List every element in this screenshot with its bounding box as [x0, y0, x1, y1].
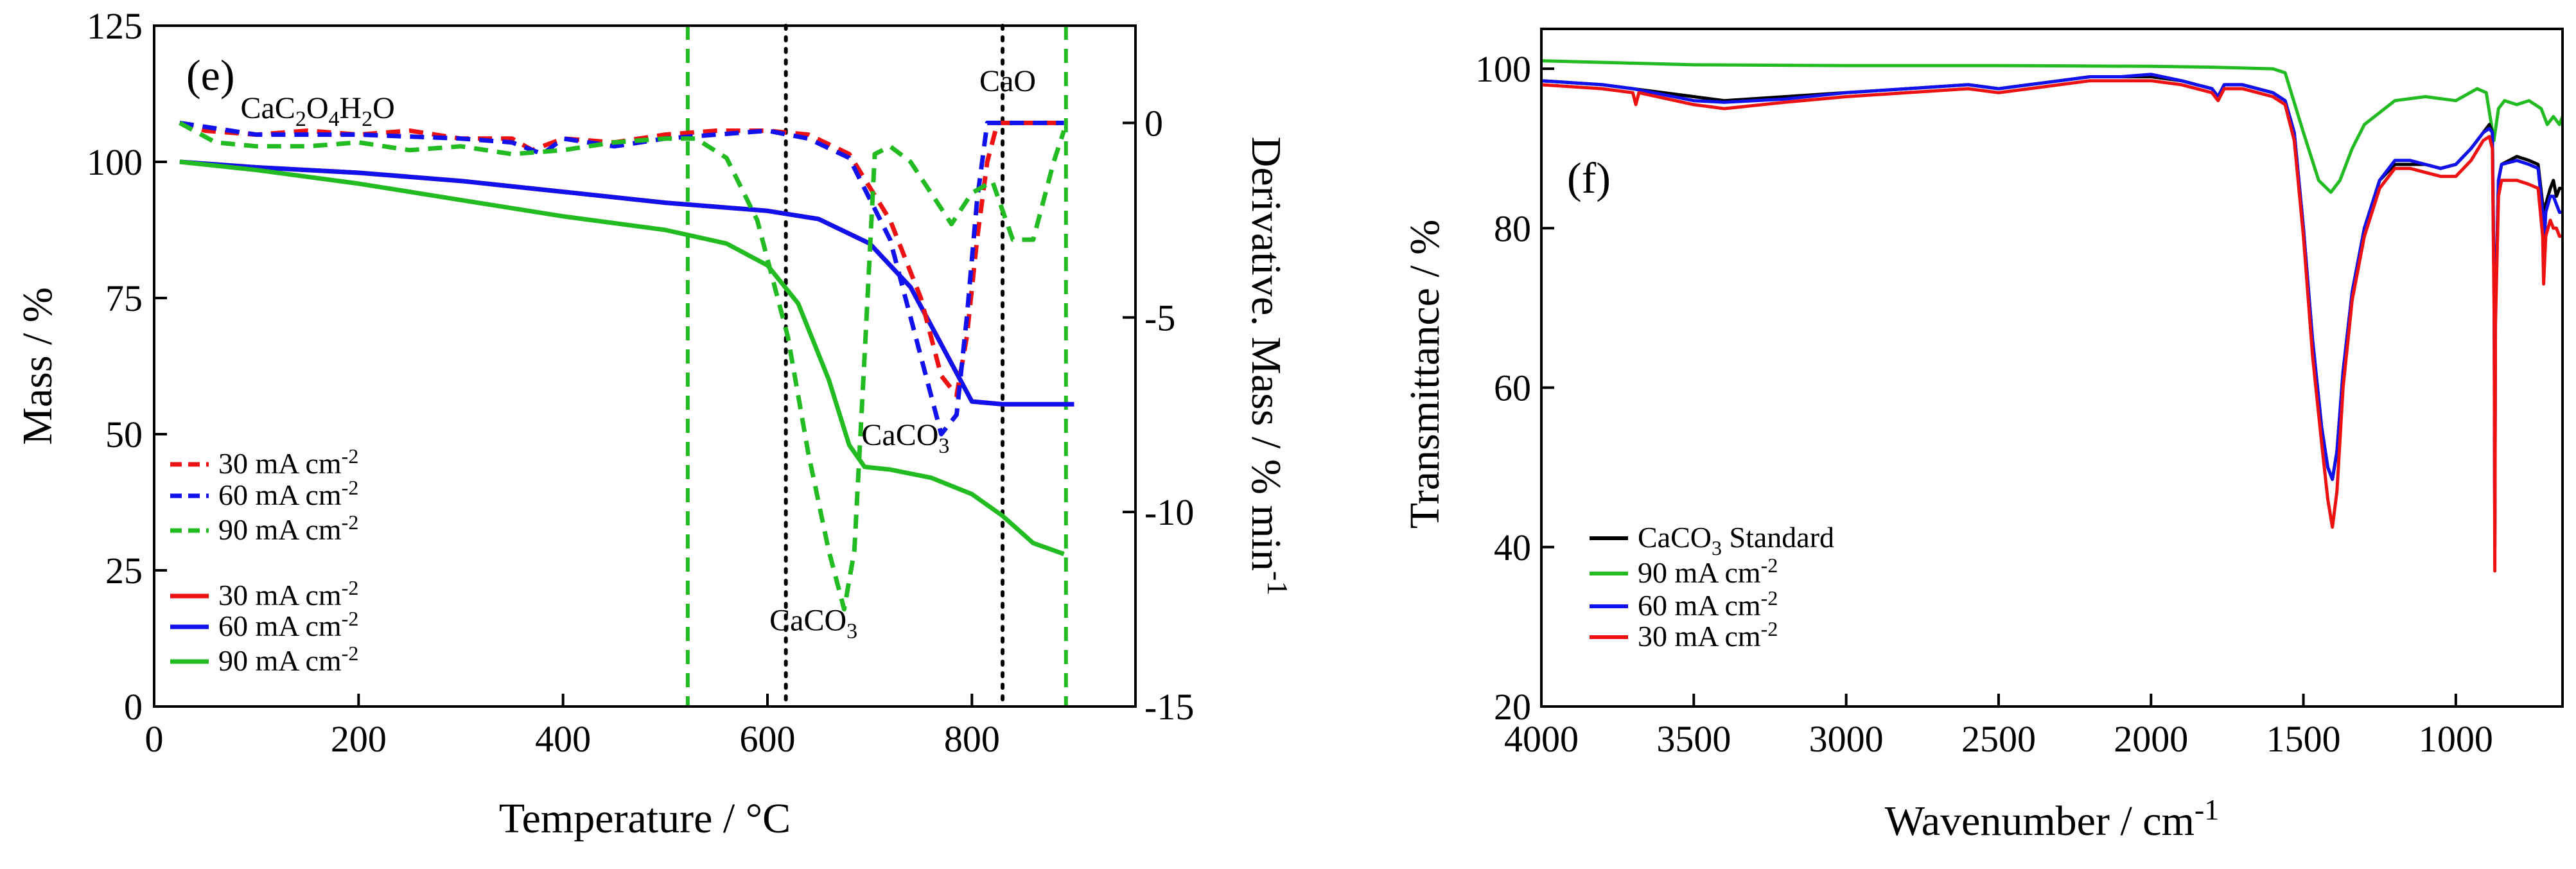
x-tick-label: 3000	[1809, 718, 1884, 760]
x-tick-label: 400	[535, 718, 591, 760]
x-tick-label: 4000	[1504, 718, 1579, 760]
x-tick-label: 800	[944, 718, 1000, 760]
vertical-reference-lines	[685, 24, 1068, 708]
legend-label: 90 mA cm-2	[218, 642, 358, 677]
panel-label: (f)	[1567, 154, 1611, 202]
annotation-3: CaCO3	[769, 603, 857, 643]
y-tick-label: 100	[87, 141, 143, 183]
legend-label: 30 mA cm-2	[1638, 617, 1778, 653]
series-group	[1541, 59, 2564, 573]
y-axis-label: Transmittance / %	[1401, 220, 1448, 529]
y2-tick-label: -15	[1144, 686, 1194, 728]
legend-label: 60 mA cm-2	[1638, 586, 1778, 622]
plot-frame	[153, 24, 1137, 708]
y-tick-label: 100	[1475, 48, 1531, 90]
legend: 30 mA cm-260 mA cm-290 mA cm-230 mA cm-2…	[170, 444, 358, 677]
y-tick-label: 0	[124, 686, 143, 728]
x-tick-label: 2000	[2114, 718, 2188, 760]
y-axis-label: Mass / %	[14, 287, 61, 445]
series-line-30-ma-cm-2	[1541, 79, 2563, 573]
series-group	[179, 120, 1074, 612]
x-tick-label: 2500	[1961, 718, 2036, 760]
x-axis-label: Wavenumber / cm-1	[1885, 793, 2220, 845]
x-tick-label: 1000	[2419, 718, 2493, 760]
y-tick-label: 20	[1494, 686, 1531, 728]
y2-axis-label: Derivative. Mass / % min-1	[1243, 137, 1294, 596]
axis-labels: Temperature / °C Mass / % Derivative. Mass…	[14, 51, 1294, 842]
x-tick-label: 0	[145, 718, 164, 760]
y-tick-label: 80	[1494, 207, 1531, 249]
legend-label: 90 mA cm-2	[218, 511, 358, 546]
legend-label: 60 mA cm-2	[218, 476, 358, 511]
series-line-60-ma-cm-2	[1541, 73, 2563, 549]
y-tick-label: 75	[105, 277, 143, 319]
y-tick-label: 60	[1494, 367, 1531, 409]
legend-label: 30 mA cm-2	[218, 444, 358, 480]
axis-ticks: 4000 3500 3000 2500 2000 1500 1000 20 40 60 80 100	[1475, 48, 2493, 760]
x-tick-label: 600	[740, 718, 796, 760]
y-tick-label: 50	[105, 414, 143, 455]
y-tick-label: 125	[87, 5, 143, 47]
x-axis-label: Temperature / °C	[499, 795, 791, 842]
x-tick-label: 3500	[1656, 718, 1731, 760]
y2-tick-label: -5	[1144, 297, 1175, 338]
legend-label: 90 mA cm-2	[1638, 554, 1778, 589]
y-tick-label: 25	[105, 550, 143, 592]
legend-label: 30 mA cm-2	[218, 576, 358, 611]
series-line-90-ma-cm-2-derivative	[179, 121, 1066, 612]
annotation-0: CaC2O4H2O	[240, 91, 394, 131]
y2-tick-label: -10	[1144, 491, 1194, 533]
panel-e-thermogravimetric-chart: 0 200 400 600 800 0 25 50 75 100 125 0 -5 -10 -15 Temp…	[14, 5, 1294, 842]
series-line-90-ma-cm-2-mass	[179, 159, 1065, 556]
x-tick-label: 200	[331, 718, 387, 760]
annotation-1: CaO	[979, 64, 1036, 98]
series-line-caco3-standard	[1541, 75, 2563, 533]
annotations: CaC2O4H2O CaO CaCO3 CaCO3	[240, 64, 1036, 644]
plot-frame	[1540, 28, 2564, 708]
axis-ticks: 0 200 400 600 800 0 25 50 75 100 125 0 -5 -10 -15	[87, 5, 1194, 760]
y2-tick-label: 0	[1144, 102, 1163, 144]
legend-label: CaCO3 Standard	[1638, 521, 1834, 559]
panel-label: (e)	[186, 51, 234, 100]
series-line-30-ma-cm-2-derivative	[179, 120, 1064, 398]
annotation-2: CaCO3	[861, 418, 949, 458]
series-line-60-ma-cm-2-mass	[179, 159, 1074, 407]
panel-f-ftir-chart: 4000 3500 3000 2500 2000 1500 100020406080100 …	[1401, 28, 2564, 845]
axis-labels: Wavenumber / cm-1 Transmittance / % (f)	[1401, 154, 2219, 845]
series-line-90-ma-cm-2	[1541, 59, 2564, 194]
x-tick-label: 1500	[2266, 718, 2341, 760]
legend-label: 60 mA cm-2	[218, 607, 358, 642]
y-tick-label: 40	[1494, 527, 1531, 568]
